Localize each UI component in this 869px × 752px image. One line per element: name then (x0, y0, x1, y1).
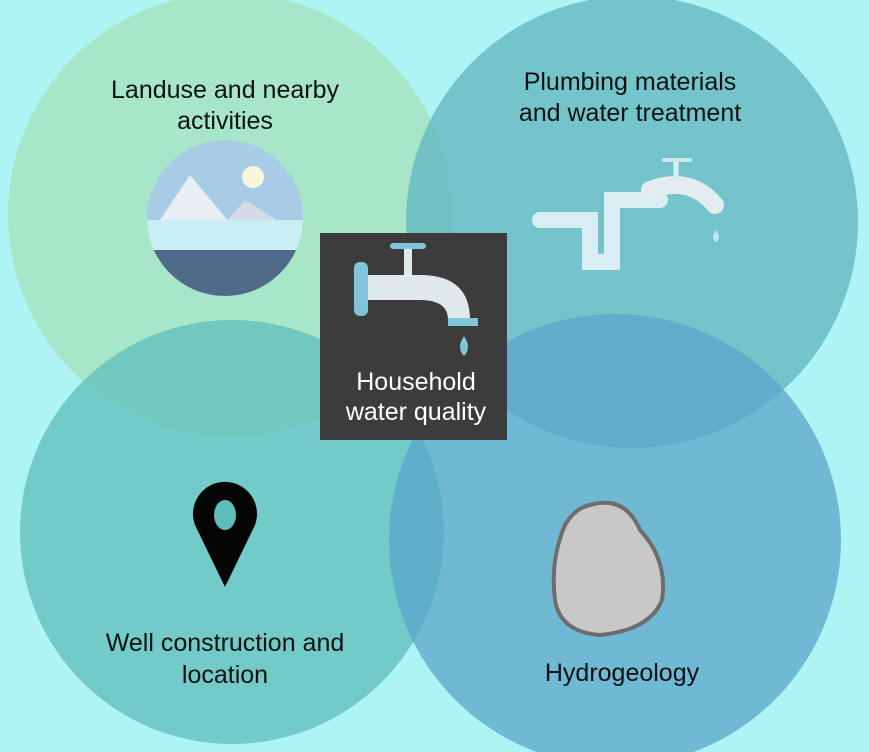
node-label: and water treatment (519, 99, 741, 127)
node-label: Well construction and (106, 629, 345, 657)
center-label: Household (356, 368, 476, 396)
diagram: Household water quality Landuse and near… (0, 0, 869, 752)
center-label: water quality (345, 398, 487, 426)
node-label: activities (177, 107, 273, 135)
node-label: Plumbing materials (524, 68, 737, 96)
node-label: location (182, 661, 268, 689)
pin-hole (214, 500, 236, 530)
page: {"center": {"lines": ["Household", "wate… (0, 0, 869, 752)
node-label: Hydrogeology (545, 659, 700, 687)
node-label: Landuse and nearby (111, 76, 339, 104)
